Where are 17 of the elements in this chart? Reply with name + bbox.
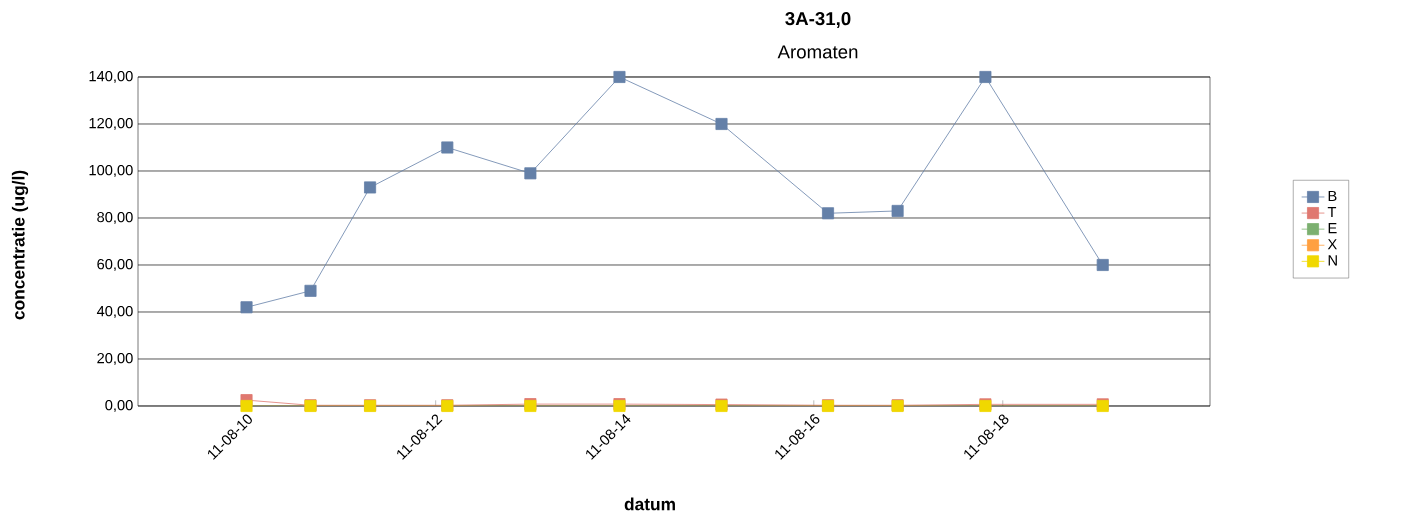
x-axis-title: datum: [624, 497, 675, 511]
y-tick-label: 60,00: [97, 259, 133, 272]
legend-label: X: [1327, 239, 1337, 250]
legend-label: E: [1328, 223, 1337, 234]
y-tick-label: 120,00: [89, 118, 133, 131]
y-tick-label: 0,00: [105, 400, 133, 413]
y-tick-label: 80,00: [97, 212, 133, 225]
y-tick-label: 140,00: [89, 71, 133, 84]
chart-title: 3A-31,0: [785, 12, 851, 29]
y-axis-title: concentratie (ug/l): [11, 170, 29, 320]
y-tick-label: 40,00: [96, 306, 133, 319]
y-tick-label: 20,00: [97, 353, 133, 366]
legend-label: N: [1328, 255, 1337, 266]
legend-label: B: [1328, 191, 1337, 202]
legend-label: T: [1327, 207, 1337, 218]
y-tick-label: 100,00: [89, 165, 133, 178]
chart-subtitle: Aromaten: [777, 45, 858, 59]
